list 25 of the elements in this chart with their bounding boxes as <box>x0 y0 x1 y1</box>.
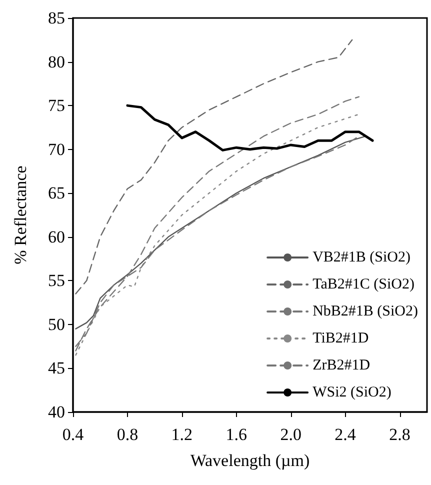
legend-label: VB2#1B (SiO2) <box>312 250 411 266</box>
legend-label: ZrB2#1D <box>312 358 370 374</box>
x-tick-label: 1.2 <box>171 425 193 444</box>
x-tick-label: 2.8 <box>389 425 410 444</box>
y-tick-label: 55 <box>48 271 65 290</box>
y-tick-label: 80 <box>48 52 65 72</box>
y-tick-label: 45 <box>48 358 65 378</box>
x-tick-label: 2.0 <box>280 425 302 444</box>
y-tick-label: 75 <box>48 96 65 116</box>
legend-label: TiB2#1D <box>312 330 369 346</box>
y-tick-label: 50 <box>48 314 65 334</box>
y-tick-label: 85 <box>48 8 65 28</box>
x-tick-label: 2.4 <box>334 425 356 444</box>
y-tick-label: 65 <box>48 184 65 203</box>
y-tick-label: 40 <box>48 402 65 422</box>
x-tick-label: 0.8 <box>116 425 138 444</box>
legend-label: WSi2 (SiO2) <box>312 384 392 400</box>
legend-label: TaB2#1C (SiO2) <box>312 276 414 292</box>
x-tick-label: 1.6 <box>226 425 248 444</box>
y-tick-label: 60 <box>48 227 65 246</box>
x-axis-title: Wavelength (µm) <box>190 451 310 470</box>
x-tick-label: 0.4 <box>62 425 84 444</box>
legend-label: NbB2#1B (SiO2) <box>312 304 418 320</box>
y-tick-label: 70 <box>48 140 65 159</box>
y-axis-title: % Reflectance <box>11 166 30 264</box>
